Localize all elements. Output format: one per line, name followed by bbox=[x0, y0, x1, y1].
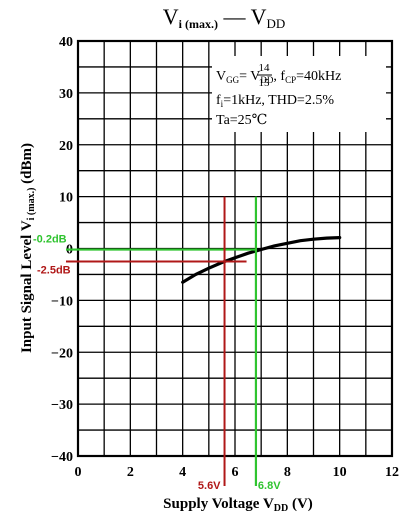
x-tick-label: 12 bbox=[385, 465, 399, 480]
y-axis-label: Input Signal Level Vi (max.) (dBm) bbox=[19, 143, 37, 353]
y-tick-label: −40 bbox=[51, 450, 73, 465]
annotation-label-5-6v: 5.6V bbox=[198, 480, 221, 492]
x-tick-label: 0 bbox=[75, 465, 82, 480]
x-axis-label: Supply Voltage VDD (V) bbox=[163, 496, 313, 514]
annotation-label-minus-2-5db: -2.5dB bbox=[37, 264, 71, 276]
condition-line-1: VGG= VDD, fCP=40kHz bbox=[216, 69, 341, 85]
x-tick-label: 6 bbox=[232, 465, 239, 480]
fraction-numerator: 14 bbox=[259, 62, 271, 74]
y-tick-label: 10 bbox=[59, 191, 73, 206]
fraction-denominator: 15 bbox=[259, 77, 271, 89]
data-series-line bbox=[181, 236, 342, 284]
annotation-label-minus-0-2db: -0.2dB bbox=[33, 234, 67, 246]
condition-line-3: Ta=25℃ bbox=[216, 113, 267, 128]
x-tick-label: 10 bbox=[333, 465, 347, 480]
y-tick-label: 40 bbox=[59, 35, 73, 50]
annotation-layer: -0.2dB -2.5dB 5.6V 6.8V bbox=[33, 196, 281, 492]
x-tick-label: 4 bbox=[179, 465, 186, 480]
y-tick-label: −30 bbox=[51, 398, 73, 413]
conditions-box: VGG= VDD, fCP=40kHz 14 15 fi=1kHz, THD=2… bbox=[212, 56, 386, 132]
x-tick-label: 8 bbox=[284, 465, 291, 480]
conditions-background bbox=[212, 56, 386, 132]
y-tick-label: 30 bbox=[59, 87, 73, 102]
y-tick-label: −20 bbox=[51, 346, 73, 361]
annotation-label-6-8v: 6.8V bbox=[258, 480, 281, 492]
x-tick-label: 2 bbox=[127, 465, 134, 480]
y-tick-label: −10 bbox=[51, 294, 73, 309]
chart-title: Vi (max.) — VDD bbox=[163, 4, 286, 31]
y-tick-label: 20 bbox=[59, 139, 73, 154]
condition-line-2: fi=1kHz, THD=2.5% bbox=[216, 93, 334, 109]
series-layer bbox=[181, 236, 342, 284]
